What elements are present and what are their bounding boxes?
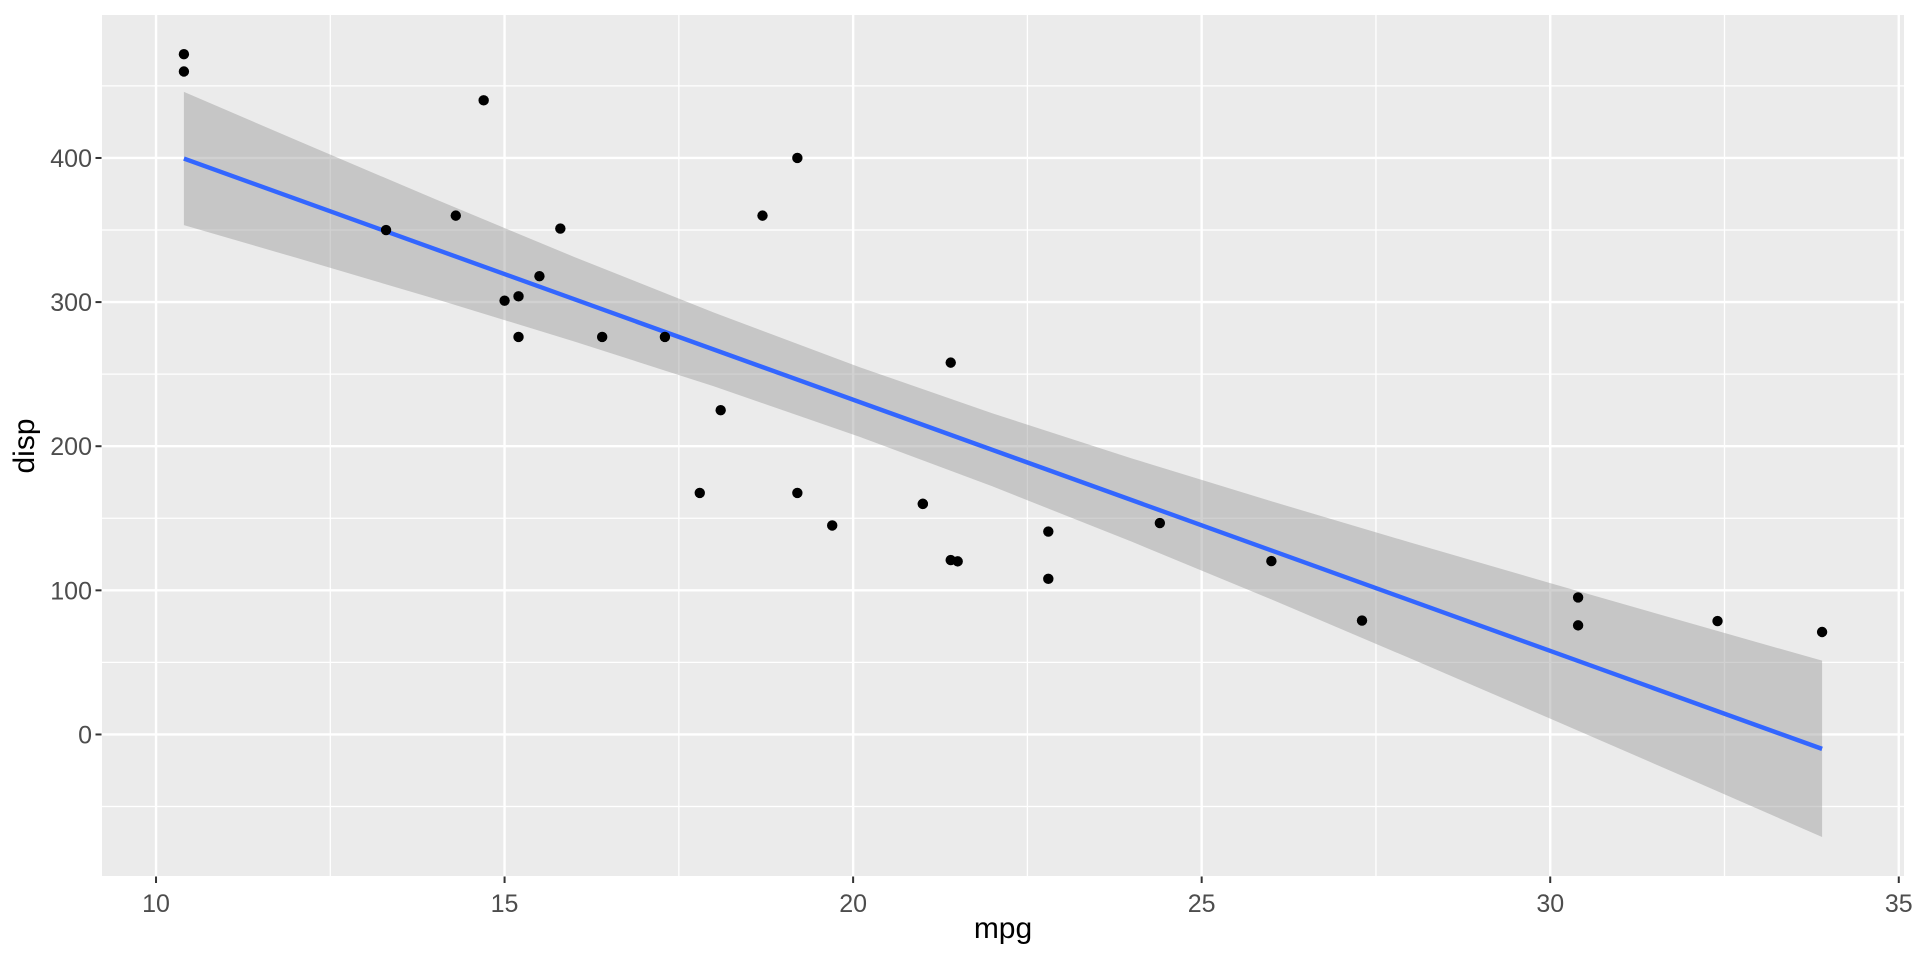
y-tick-label: 0 [78, 721, 92, 749]
data-point [1572, 592, 1584, 603]
data-point [1816, 626, 1828, 638]
data-point [715, 404, 726, 416]
data-point [478, 95, 489, 106]
regression-line [183, 156, 1823, 751]
data-point [555, 223, 566, 234]
data-point [792, 487, 803, 499]
data-point [1043, 526, 1054, 537]
x-tick-label: 30 [1536, 890, 1564, 918]
data-point [1154, 517, 1166, 529]
data-point [1043, 573, 1054, 585]
x-tick-label: 25 [1188, 890, 1216, 918]
data-point [1266, 555, 1277, 567]
data-point [659, 331, 671, 343]
data-point [827, 520, 838, 531]
x-tick-label: 15 [491, 890, 519, 918]
data-point [945, 357, 956, 368]
y-tick-label: 100 [50, 577, 92, 605]
data-point [534, 270, 545, 282]
data-point [1572, 620, 1584, 631]
data-point [945, 554, 956, 566]
data-point [596, 331, 608, 343]
data-point [450, 210, 461, 221]
data-point [178, 49, 190, 60]
data-point [694, 487, 705, 499]
data-point [513, 291, 524, 302]
x-tick-label: 20 [839, 890, 867, 918]
y-tick-label: 400 [50, 145, 92, 173]
data-point [513, 331, 524, 343]
data-point [499, 295, 510, 306]
data-point [1712, 615, 1723, 627]
y-tick-label: 200 [50, 433, 92, 461]
y-axis-title: disp [8, 418, 41, 474]
x-tick-label: 10 [142, 890, 170, 918]
data-point [757, 210, 768, 221]
data-point [792, 152, 803, 164]
y-tick-label: 300 [50, 289, 92, 317]
data-point [380, 224, 392, 236]
x-axis-title: mpg [973, 912, 1033, 945]
data-point [917, 498, 929, 510]
confidence-band [183, 91, 1823, 837]
data-point [178, 66, 190, 77]
data-point [1356, 615, 1368, 626]
x-tick-label: 35 [1885, 890, 1913, 918]
